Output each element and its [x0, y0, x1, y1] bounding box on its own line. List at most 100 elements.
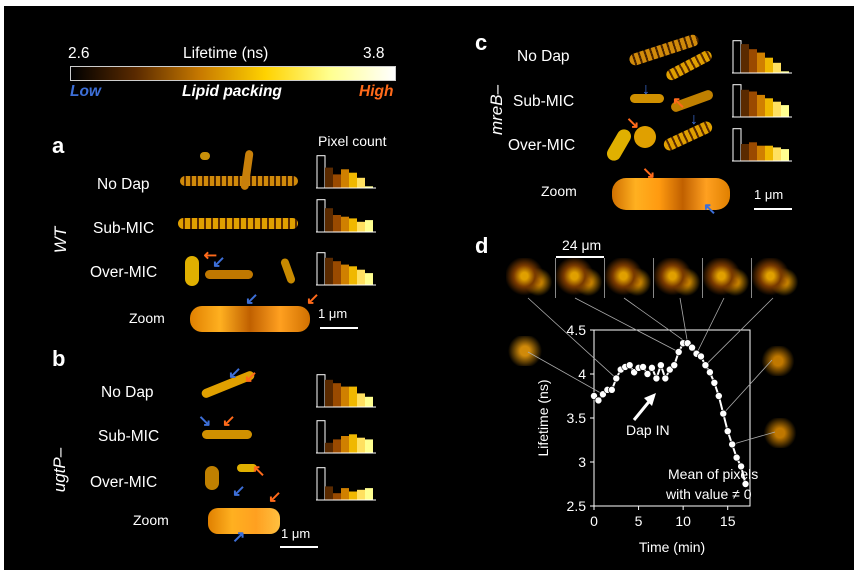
data-point [639, 363, 647, 371]
histogram-bar [341, 488, 349, 500]
cell-image [205, 466, 219, 490]
histogram-a-nodap [316, 153, 376, 189]
dap-in-arrowhead [644, 393, 656, 406]
data-point [643, 370, 652, 378]
data-point [648, 364, 656, 372]
histogram-bar [773, 62, 781, 73]
zoom-cell-image [190, 306, 310, 332]
cell-cluster-image [762, 418, 798, 448]
histogram-bar [773, 147, 781, 161]
note-line-1: Mean of pixels [668, 466, 759, 482]
histogram-bar [341, 169, 349, 188]
cell-image [237, 464, 257, 472]
histogram-bar [749, 142, 757, 161]
histogram-bar [757, 94, 765, 117]
histogram-bar [325, 379, 333, 407]
blue-arrow-icon: ↙ [212, 254, 226, 271]
panel-d-letter: d [475, 233, 489, 258]
connector-line [623, 297, 688, 344]
data-point [661, 374, 670, 383]
connector-line [527, 297, 617, 379]
connector-line [732, 431, 776, 445]
data-point [701, 361, 710, 370]
scale-bar [320, 327, 358, 329]
panel-b-row-submic: Sub-MIC [98, 428, 160, 445]
histogram-bar [333, 215, 341, 232]
cell-image [178, 218, 298, 229]
histogram-bar [325, 486, 333, 500]
data-point [608, 386, 616, 394]
connector-line [679, 297, 688, 344]
connector-line [722, 359, 773, 414]
histogram-bar [333, 261, 341, 285]
histogram-bar [333, 174, 341, 188]
x-tick-label: 5 [635, 513, 643, 529]
histogram-bar [765, 145, 773, 161]
histogram-bar [333, 383, 341, 407]
connector-line [705, 297, 774, 366]
panel-b-row-nodap: No Dap [101, 384, 154, 401]
filmstrip-frame [702, 258, 749, 298]
histogram-bar [357, 177, 365, 188]
orange-arrow-icon: ↙ [306, 291, 320, 308]
data-point [657, 361, 665, 370]
histogram-bar [757, 145, 765, 161]
colorbar-title: Lifetime (ns) [183, 45, 269, 62]
data-point [719, 409, 728, 418]
data-point [674, 348, 683, 356]
filmstrip-frame [555, 258, 602, 298]
histogram-bar [781, 71, 789, 73]
histogram-a-overmic [316, 250, 376, 286]
panel-b-scale-label: 1 μm [281, 526, 311, 541]
y-tick-label: 4 [578, 366, 586, 382]
histogram-bar [749, 49, 757, 73]
histogram-bar [781, 105, 789, 117]
data-point [710, 378, 719, 387]
blue-arrow-icon: ↖ [703, 201, 717, 218]
histogram-bar [365, 488, 373, 500]
histogram-bar [365, 220, 373, 232]
time-lapse-filmstrip [506, 258, 800, 298]
blue-arrow-icon: ↙ [245, 291, 259, 308]
panel-d-scale-label: 24 μm [562, 237, 602, 253]
panel-c-zoom-label: Zoom [541, 183, 577, 199]
data-point [697, 352, 705, 361]
colorbar-gradient [70, 66, 396, 81]
orange-arrow-icon: ↘ [642, 165, 656, 182]
blue-arrow-icon: ↓ [690, 111, 698, 128]
blue-arrow-icon: ↙ [228, 365, 242, 382]
histogram-bar [341, 264, 349, 285]
histogram-bar [365, 273, 373, 285]
histogram-bar [341, 436, 349, 453]
cell-image [634, 126, 656, 148]
y-axis-label: Lifetime (ns) [535, 379, 551, 456]
histogram-bar [349, 218, 357, 232]
histogram-c-submic [732, 82, 792, 118]
histogram-bar [757, 52, 765, 73]
orange-arrow-icon: ↙ [222, 413, 236, 430]
cell-image [185, 256, 199, 286]
histogram-bar [349, 386, 357, 407]
data-point [688, 343, 696, 352]
blue-arrow-icon: ↙ [232, 483, 246, 500]
histogram-bar [333, 493, 341, 500]
histogram-b-nodap [316, 372, 376, 408]
filmstrip-frame [604, 258, 651, 298]
histogram-bar [765, 98, 773, 117]
x-tick-label: 10 [675, 513, 691, 529]
data-point [723, 427, 732, 436]
y-tick-label: 3.5 [567, 410, 587, 426]
colorbar-low-label: Low [70, 83, 101, 100]
histogram-b-overmic [316, 465, 376, 501]
blue-arrow-icon: ↓ [642, 81, 650, 98]
note-line-2: with value ≠ 0 [666, 486, 752, 502]
histogram-bar [357, 269, 365, 285]
panel-c-row-overmic: Over-MIC [508, 137, 576, 154]
panel-b-zoom-label: Zoom [133, 512, 169, 528]
scale-bar [280, 546, 318, 548]
connector-line [574, 297, 679, 353]
panel-c-scale-label: 1 μm [754, 187, 784, 202]
data-point [732, 453, 741, 462]
